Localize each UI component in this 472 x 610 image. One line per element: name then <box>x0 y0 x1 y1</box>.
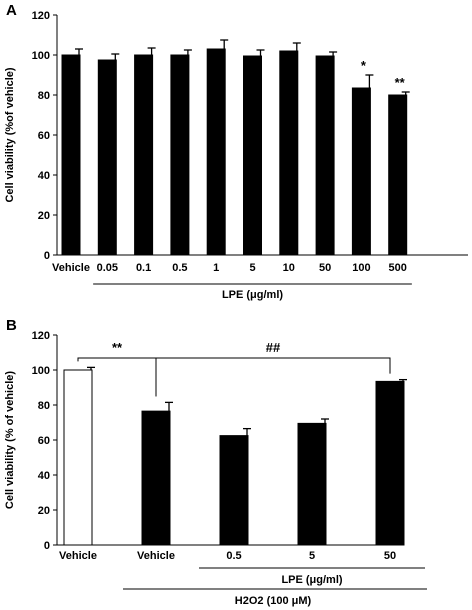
significance-bracket <box>155 357 391 397</box>
y-tick-label: 40 <box>38 170 50 182</box>
y-tick-label: 20 <box>38 210 50 222</box>
bar <box>141 410 171 546</box>
y-tick-label: 80 <box>38 90 50 102</box>
y-tick-label: 20 <box>38 505 50 517</box>
bar <box>297 422 327 546</box>
x-tick-label: 100 <box>352 262 370 274</box>
bar <box>206 48 226 256</box>
x-tick-label: 50 <box>384 550 396 562</box>
bracket-label: ** <box>112 340 123 355</box>
x-tick-label: 0.1 <box>136 262 151 274</box>
bar <box>134 54 154 256</box>
x-tick-label: 1 <box>213 262 219 274</box>
bar <box>63 369 93 546</box>
y-tick-label: 120 <box>32 10 50 22</box>
x-tick-label: 5 <box>249 262 255 274</box>
bar <box>219 435 249 546</box>
significance-marker: ** <box>395 75 406 90</box>
x-tick-label: Vehicle <box>52 262 90 274</box>
y-tick-label: 80 <box>38 400 50 412</box>
x-tick-label: 5 <box>309 550 315 562</box>
x-tick-label: 0.05 <box>97 262 118 274</box>
y-tick-label: 0 <box>44 540 50 552</box>
y-tick-label: 60 <box>38 435 50 447</box>
x-tick-label: 10 <box>283 262 295 274</box>
y-axis-label: Cell viability (% of vehicle) <box>4 371 16 509</box>
bar <box>375 380 405 546</box>
group-label: LPE (μg/ml) <box>281 574 342 586</box>
bar <box>170 54 190 256</box>
y-tick-label: 40 <box>38 470 50 482</box>
bracket-label: ## <box>266 340 281 355</box>
y-tick-label: 120 <box>32 330 50 342</box>
x-tick-label: 500 <box>389 262 407 274</box>
y-tick-label: 0 <box>44 250 50 262</box>
bar <box>97 59 117 256</box>
x-tick-label: 0.5 <box>172 262 187 274</box>
group-label: LPE (μg/ml) <box>222 289 283 301</box>
x-tick-label: Vehicle <box>137 550 175 562</box>
y-tick-label: 60 <box>38 130 50 142</box>
y-tick-label: 100 <box>32 365 50 377</box>
outer-group-label: H2O2 (100 μM) <box>235 595 312 607</box>
bar <box>351 87 371 256</box>
bar <box>61 54 81 256</box>
y-axis-label: Cell viability (%of vehicle) <box>4 67 16 202</box>
x-tick-label: 0.5 <box>226 550 241 562</box>
y-tick-label: 100 <box>32 50 50 62</box>
bar <box>243 55 262 256</box>
significance-marker: * <box>361 58 367 73</box>
x-tick-label: 50 <box>319 262 331 274</box>
panel-label: B <box>6 317 17 334</box>
bar <box>279 50 299 256</box>
bar <box>388 94 408 256</box>
bar <box>315 55 335 256</box>
x-tick-label: Vehicle <box>59 550 97 562</box>
panel-label: A <box>6 2 17 19</box>
